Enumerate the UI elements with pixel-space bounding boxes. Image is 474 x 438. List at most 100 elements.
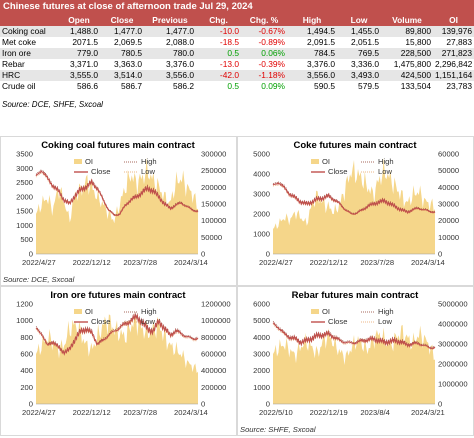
y-left-tick: 4000 [253,333,270,342]
cell-low: 769.5 [337,48,381,59]
y-right-tick: 0 [201,400,205,409]
y-left-tick: 2500 [16,178,33,187]
col-header: Low [337,14,381,26]
y-right-tick: 800000 [201,333,226,342]
cell-low: 3,336.0 [337,59,381,70]
legend-high: High [141,307,157,316]
coke-chart: Coke futures main contract 0 1000 2000 3000 4… [237,136,474,286]
y-left-tick: 800 [20,333,33,342]
cell-volume: 1,475,800 [381,59,433,70]
table-title: Chinese futures at close of afternoon tr… [0,0,474,14]
cell-high: 1,494.5 [287,26,337,37]
y-left-tick: 1000 [253,230,270,239]
legend-close: Close [91,167,110,176]
x-tick: 2024/3/14 [174,258,208,267]
col-header: OI [433,14,474,26]
y-right-tick: 60000 [438,150,459,159]
oi-area [36,157,198,254]
y-right-tick: 3000000 [438,340,468,349]
y-right-tick: 0 [201,250,205,259]
y-left-tick: 0 [29,400,33,409]
cell-low: 1,455.0 [337,26,381,37]
y-right-tick: 40000 [438,183,459,192]
cell-oi: 23,783 [433,81,474,92]
cell-previous: 2,088.0 [144,37,196,48]
y-right-tick: 50000 [438,166,459,175]
cell-oi: 2,296,842 [433,59,474,70]
legend-oi: OI [322,307,330,316]
legend-low: Low [141,167,155,176]
close-line [272,322,436,350]
col-header: Open [58,14,100,26]
chart-svg: Coking coal futures main contract 0 500 100… [0,136,237,286]
oi-area [273,157,435,254]
row-label: Coking coal [0,26,58,37]
x-tick: 2022/5/10 [259,408,293,417]
legend-close: Close [328,167,347,176]
y-right-tick: 200000 [201,183,226,192]
chart-source: Source: SHFE, Sxcoal [240,425,316,434]
y-left-tick: 500 [20,235,33,244]
y-left-tick: 1000 [16,221,33,230]
cell-previous: 3,556.0 [144,70,196,81]
cell-close: 586.7 [100,81,144,92]
cell-oi: 139,976 [433,26,474,37]
legend-low: Low [378,167,392,176]
x-tick: 2023/7/28 [360,258,394,267]
y-left-tick: 2000 [253,366,270,375]
legend-low: Low [141,317,155,326]
y-right-tick: 0 [438,400,442,409]
cell-open: 1,488.0 [58,26,100,37]
chart-frame [0,136,237,286]
table-row: HRC 3,555.0 3,514.0 3,556.0 -42.0 -1.18% 3,556… [0,70,474,81]
col-header [0,14,58,26]
y-right-tick: 100000 [201,216,226,225]
chart-title: Iron ore futures main contract [50,290,186,301]
y-left-tick: 3000 [253,350,270,359]
high-line [35,311,199,354]
cell-oi: 27,883 [433,37,474,48]
y-left-tick: 6000 [253,300,270,309]
oi-area [36,313,198,404]
x-tick: 2022/12/12 [73,258,111,267]
y-left-tick: 3500 [16,150,33,159]
cell-chg_pct: -1.18% [241,70,287,81]
cell-open: 779.0 [58,48,100,59]
cell-low: 2,051.5 [337,37,381,48]
cell-close: 2,069.5 [100,37,144,48]
y-left-tick: 0 [266,250,270,259]
chart-svg: Iron ore futures main contract 0 200 400 600… [0,286,237,436]
x-tick: 2023/7/28 [123,258,157,267]
cell-low: 579.5 [337,81,381,92]
x-tick: 2024/3/14 [411,258,445,267]
y-right-tick: 5000000 [438,300,468,309]
cell-high: 784.5 [287,48,337,59]
y-left-tick: 3000 [16,164,33,173]
cell-volume: 133,504 [381,81,433,92]
cell-chg_pct: 0.09% [241,81,287,92]
cell-previous: 586.2 [144,81,196,92]
row-label: Iron ore [0,48,58,59]
chart-title: Coke futures main contract [294,140,418,151]
rebar-chart: Rebar futures main contract 0 1000 2000 3000… [237,286,474,436]
col-header: High [287,14,337,26]
col-header: Volume [381,14,433,26]
y-right-tick: 600000 [201,350,226,359]
close-line [272,182,436,215]
y-right-tick: 400000 [201,366,226,375]
cell-chg: -18.5 [196,37,241,48]
y-left-tick: 4000 [253,170,270,179]
chart-title: Coking coal futures main contract [41,140,195,151]
cell-open: 3,555.0 [58,70,100,81]
table-row: Iron ore 779.0 780.5 780.0 0.5 0.06% 784.5 769.… [0,48,474,59]
y-left-tick: 2000 [16,192,33,201]
y-right-tick: 300000 [201,150,226,159]
table-row: Crude oil 586.6 586.7 586.2 0.5 0.09% 590.5 579… [0,81,474,92]
cell-close: 1,477.0 [100,26,144,37]
x-tick: 2024/3/21 [411,408,445,417]
cell-close: 780.5 [100,48,144,59]
futures-table-section: Chinese futures at close of afternoon tr… [0,0,474,122]
y-right-tick: 4000000 [438,320,468,329]
y-left-tick: 200 [20,383,33,392]
cell-chg_pct: -0.39% [241,59,287,70]
